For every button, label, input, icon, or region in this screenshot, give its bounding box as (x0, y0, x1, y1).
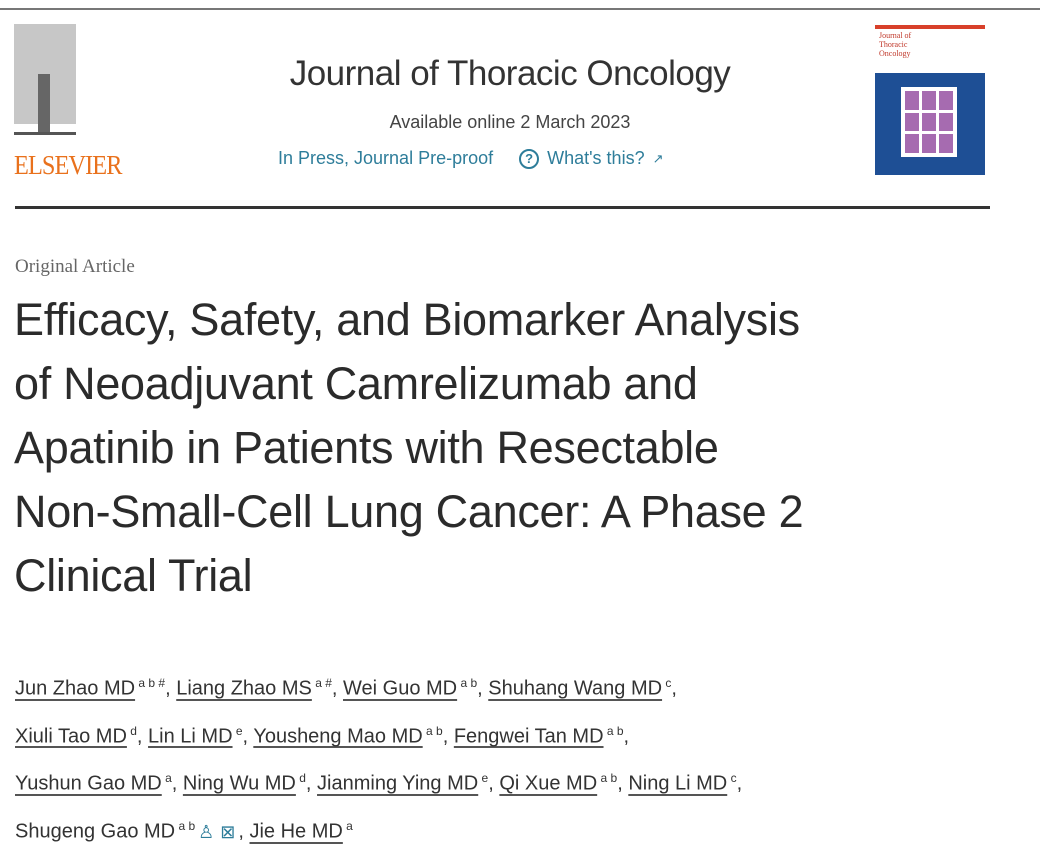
affiliation-marker[interactable]: d (295, 771, 306, 786)
journal-cover-image[interactable]: Journal of Thoracic Oncology (875, 25, 985, 175)
title-line: Clinical Trial (14, 550, 253, 601)
title-line: Apatinib in Patients with Resectable (14, 422, 719, 473)
author-link[interactable]: Xiuli Tao MD (15, 725, 127, 748)
affiliation-marker[interactable]: c (662, 676, 672, 690)
author-link[interactable]: Wei Guo MD (343, 677, 458, 700)
author-link[interactable]: Shuhang Wang MD (488, 677, 663, 700)
title-line: Non-Small-Cell Lung Cancer: A Phase 2 (14, 486, 804, 537)
author-link[interactable]: Jianming Ying MD (317, 772, 479, 795)
author-link[interactable]: Shugeng Gao MD (15, 820, 176, 843)
affiliation-marker[interactable]: e (232, 723, 243, 738)
in-press-label: In Press, Journal Pre-proof (278, 148, 494, 168)
author-link[interactable]: Jun Zhao MD (15, 677, 136, 700)
affiliation-marker[interactable]: a (342, 818, 353, 833)
help-icon[interactable]: ? (519, 148, 540, 169)
mail-icon[interactable]: ⊠ (220, 821, 236, 842)
cover-title-line: Journal of (879, 31, 912, 40)
affiliation-marker[interactable]: a b (603, 723, 624, 738)
author-link[interactable]: Yousheng Mao MD (253, 725, 423, 748)
publication-status: In Press, Journal Pre-proof ? What's thi… (278, 148, 664, 169)
affiliation-marker[interactable]: a b (457, 676, 478, 690)
title-line: Efficacy, Safety, and Biomarker Analysis (14, 294, 800, 345)
affiliation-marker[interactable]: a (161, 771, 172, 786)
article-title: Efficacy, Safety, and Biomarker Analysis… (14, 288, 804, 608)
author-link[interactable]: Qi Xue MD (499, 772, 598, 795)
author-link[interactable]: Yushun Gao MD (15, 772, 162, 795)
affiliation-marker[interactable]: a b # (135, 676, 166, 690)
available-online-date: Available online 2 March 2023 (389, 112, 631, 132)
cover-artwork (901, 87, 957, 157)
author-link[interactable]: Ning Li MD (628, 772, 728, 795)
author-link[interactable]: Ning Wu MD (182, 772, 296, 795)
header-divider (15, 206, 990, 209)
affiliation-marker[interactable]: e (478, 771, 489, 786)
affiliation-marker[interactable]: c (727, 771, 737, 786)
top-divider (0, 8, 1040, 10)
affiliation-marker[interactable]: a b (422, 723, 443, 738)
cover-title-line: Thoracic (879, 40, 908, 49)
person-icon[interactable]: ♙ (198, 821, 215, 842)
elsevier-tree-logo (14, 24, 76, 135)
affiliation-marker[interactable]: a # (311, 676, 332, 690)
author-list: Jun Zhao MD a b #, Liang Zhao MS a #, We… (15, 676, 743, 843)
journal-title[interactable]: Journal of Thoracic Oncology (289, 54, 731, 93)
author-link[interactable]: Fengwei Tan MD (453, 725, 604, 748)
cover-title-line: Oncology (879, 49, 911, 58)
author-link[interactable]: Lin Li MD (148, 725, 233, 748)
elsevier-wordmark[interactable]: ELSEVIER (14, 150, 122, 180)
affiliation-marker[interactable]: d (126, 723, 137, 738)
affiliation-marker[interactable]: a b (175, 818, 196, 833)
article-type: Original Article (15, 256, 135, 277)
whats-this-link[interactable]: What's this? (547, 148, 645, 168)
external-link-icon: ↗ (652, 150, 664, 166)
affiliation-marker[interactable]: a b (597, 771, 618, 786)
title-line: of Neoadjuvant Camrelizumab and (14, 358, 698, 409)
author-link[interactable]: Liang Zhao MS (176, 677, 312, 700)
author-link[interactable]: Jie He MD (249, 820, 343, 843)
